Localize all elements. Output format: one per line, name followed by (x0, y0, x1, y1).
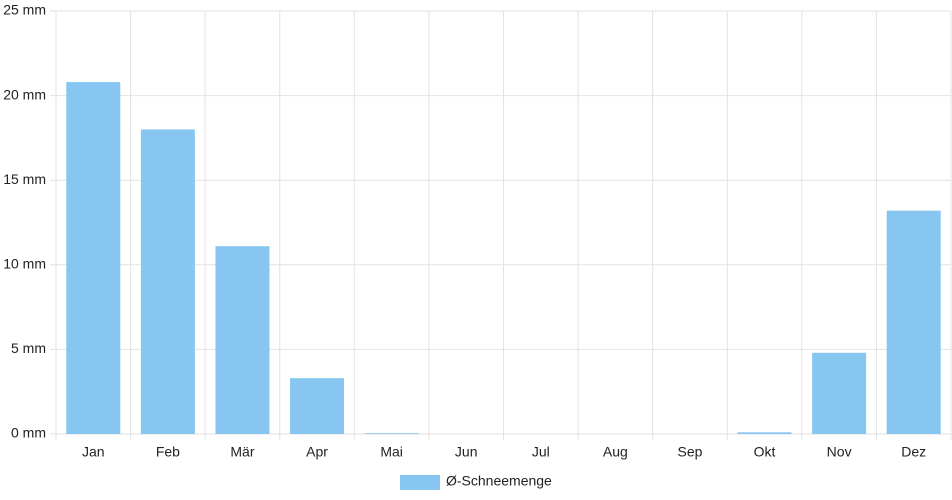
x-tick-label: Sep (677, 444, 702, 460)
x-tick-label: Mai (380, 444, 403, 460)
y-tick-label: 5 mm (11, 340, 46, 356)
bar (140, 129, 195, 434)
y-tick-label: 10 mm (3, 256, 46, 272)
y-tick-label: 20 mm (3, 86, 46, 102)
x-tick-label: Okt (754, 444, 776, 460)
x-tick-label: Aug (603, 444, 628, 460)
x-tick-label: Apr (306, 444, 328, 460)
x-tick-label: Jun (455, 444, 478, 460)
bar (886, 210, 941, 434)
bar (215, 246, 270, 434)
y-tick-label: 15 mm (3, 171, 46, 187)
legend-swatch (400, 475, 440, 490)
bar (812, 352, 867, 434)
y-tick-label: 0 mm (11, 425, 46, 441)
bar (66, 82, 121, 435)
bar (364, 433, 419, 434)
legend-label: Ø-Schneemenge (446, 473, 552, 489)
bar (737, 432, 792, 434)
x-tick-label: Jan (82, 444, 105, 460)
x-tick-label: Jul (532, 444, 550, 460)
x-tick-label: Dez (901, 444, 926, 460)
y-tick-label: 25 mm (3, 2, 46, 18)
bar (290, 378, 345, 434)
x-tick-label: Mär (230, 444, 254, 460)
x-tick-label: Feb (156, 444, 180, 460)
x-tick-label: Nov (827, 444, 852, 460)
